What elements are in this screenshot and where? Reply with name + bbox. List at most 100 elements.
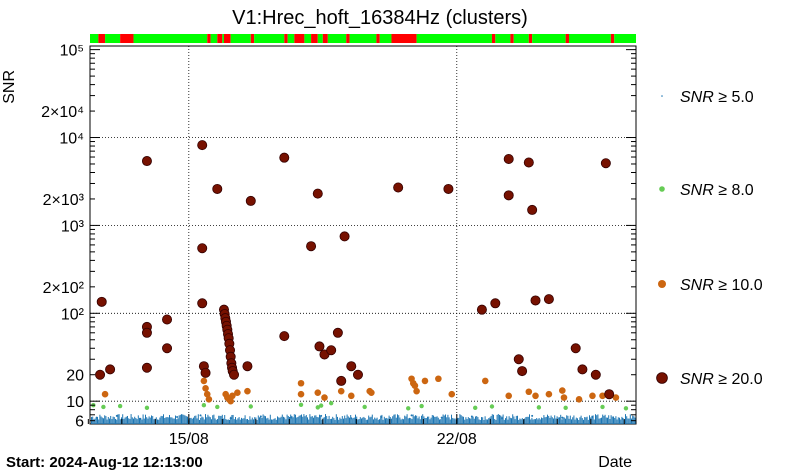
baseline-tick (297, 417, 299, 424)
point-medium (368, 389, 375, 396)
baseline-tick (382, 419, 384, 424)
baseline-tick (573, 415, 575, 424)
baseline-tick (152, 416, 154, 424)
baseline-tick (344, 415, 346, 424)
baseline-tick (529, 414, 530, 424)
baseline-tick (419, 419, 421, 424)
baseline-tick (367, 419, 368, 424)
baseline-tick (266, 418, 268, 424)
baseline-tick (484, 416, 486, 424)
baseline-tick (627, 418, 629, 424)
baseline-tick (569, 415, 571, 424)
baseline-tick (206, 417, 208, 424)
baseline-tick (424, 417, 426, 424)
baseline-tick (129, 418, 131, 424)
point-large (141, 327, 152, 338)
point-large (523, 157, 534, 168)
baseline-tick (101, 417, 103, 424)
baseline-tick (502, 414, 504, 424)
point-medium (202, 385, 209, 392)
baseline-tick (526, 416, 528, 424)
baseline-tick (515, 415, 517, 424)
baseline-tick (517, 415, 518, 424)
baseline-tick (232, 414, 234, 424)
baseline-tick (585, 417, 587, 424)
baseline-tick (547, 414, 548, 424)
baseline-tick (423, 416, 425, 424)
baseline-tick (151, 415, 152, 424)
baseline-tick (200, 417, 202, 424)
point-medium (545, 390, 553, 398)
baseline-tick (273, 418, 275, 424)
status-segment-ok (90, 34, 99, 43)
point-medium (297, 390, 305, 398)
baseline-tick (171, 417, 173, 424)
baseline-tick (134, 416, 136, 424)
status-segment-ok (569, 34, 611, 43)
baseline-tick (283, 416, 284, 424)
baseline-tick (118, 414, 120, 424)
baseline-tick (389, 417, 391, 424)
baseline-tick (249, 416, 251, 424)
point-small (117, 403, 123, 409)
baseline-tick (371, 414, 373, 424)
status-segment-bad (217, 34, 223, 43)
point-medium (205, 396, 213, 403)
baseline-tick (625, 414, 626, 424)
baseline-tick (308, 419, 310, 424)
point-medium (525, 388, 533, 396)
point-snr5 (561, 416, 564, 419)
grid-lines (90, 46, 636, 424)
baseline-tick (274, 418, 276, 424)
point-large (105, 364, 116, 375)
baseline-tick (412, 414, 414, 424)
point-small (406, 406, 411, 411)
baseline-tick (452, 417, 454, 424)
baseline-tick (235, 417, 236, 424)
point-snr5 (440, 416, 443, 419)
baseline-tick (441, 417, 443, 424)
baseline-tick (194, 415, 196, 424)
baseline-tick (477, 417, 479, 424)
baseline-tick (472, 416, 474, 424)
point-medium (559, 387, 566, 394)
baseline-tick (400, 419, 402, 424)
status-segment-ok (230, 34, 251, 43)
baseline-tick (142, 414, 144, 424)
x-axis: 15/08 22/08 (87, 414, 625, 448)
baseline-tick (555, 418, 557, 424)
baseline-tick (464, 419, 466, 424)
point-snr5 (410, 414, 413, 417)
baseline-tick (205, 414, 206, 424)
point-snr5 (229, 417, 232, 420)
point-small (318, 403, 324, 408)
data-points (91, 140, 629, 420)
baseline-tick (475, 416, 476, 424)
point-small (144, 405, 150, 411)
baseline-tick (351, 418, 353, 424)
baseline-tick (263, 415, 265, 424)
baseline-tick (319, 414, 320, 424)
baseline-tick (587, 419, 589, 424)
baseline-tick (543, 415, 545, 424)
baseline-tick (99, 414, 101, 424)
point-snr5 (320, 414, 323, 417)
baseline-tick (374, 417, 376, 424)
baseline-tick (365, 419, 367, 424)
baseline-tick (124, 417, 126, 424)
baseline-tick (310, 416, 312, 424)
baseline-tick (211, 419, 212, 424)
baseline-tick (213, 414, 215, 424)
baseline-tick (225, 418, 227, 424)
point-large (279, 152, 290, 163)
baseline-tick (178, 415, 180, 424)
baseline-tick (117, 414, 119, 424)
baseline-tick (170, 417, 172, 424)
baseline-tick (133, 418, 134, 424)
baseline-tick (301, 414, 302, 424)
baseline-tick (109, 418, 110, 424)
status-segment-ok (416, 34, 492, 43)
point-small (101, 404, 106, 410)
baseline-tick (131, 417, 133, 424)
baseline-tick (296, 417, 298, 424)
